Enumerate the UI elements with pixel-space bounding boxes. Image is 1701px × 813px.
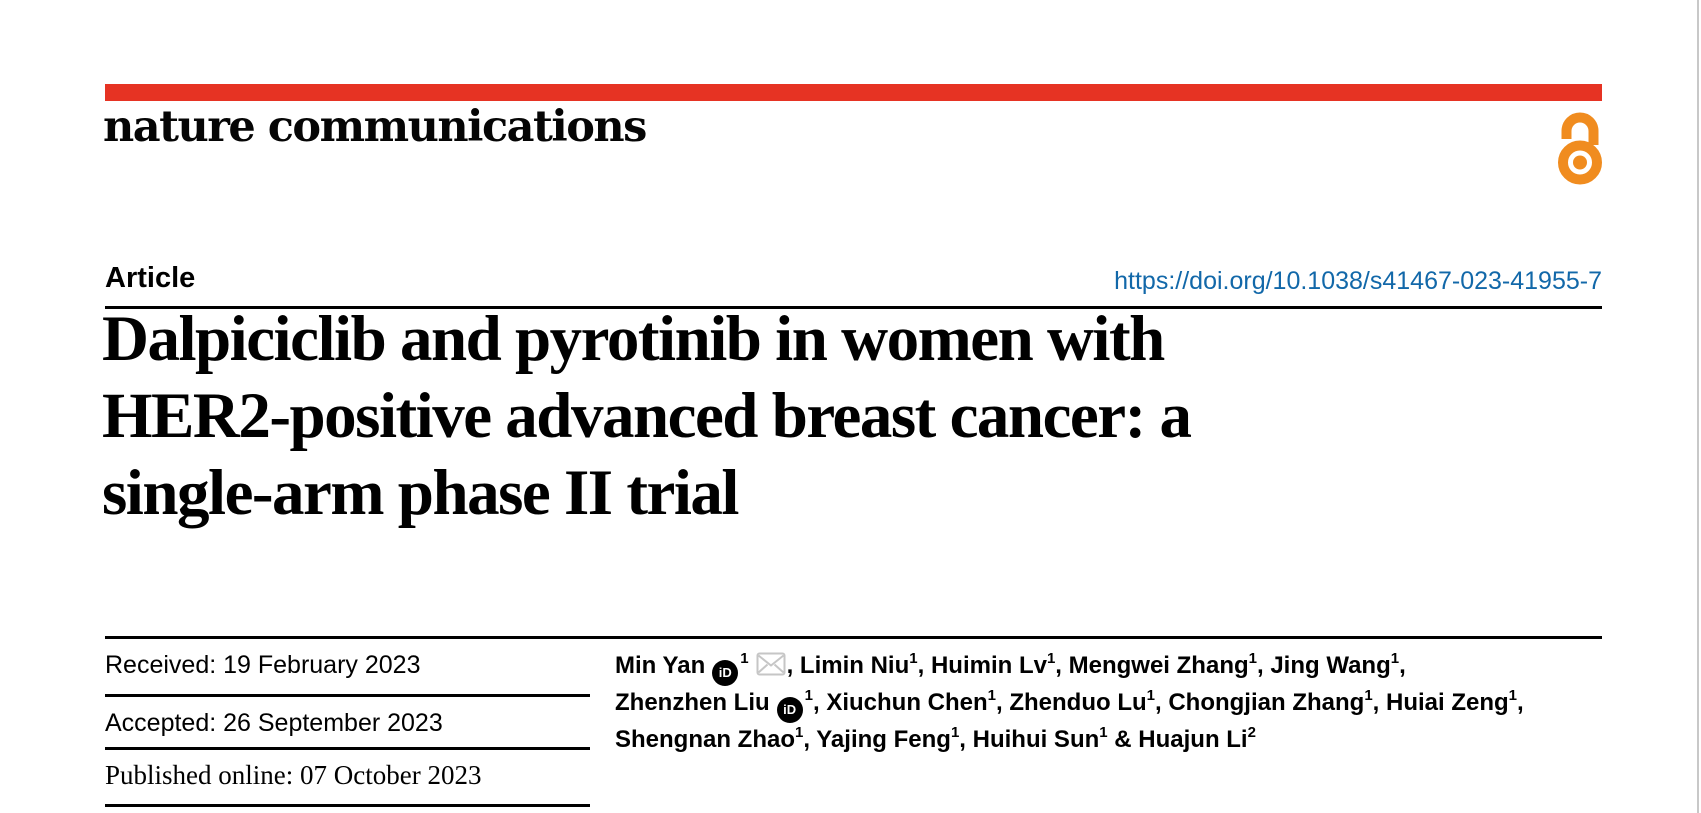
- author-name-text: , Jing Wang: [1256, 652, 1391, 679]
- journal-logo: nature communications: [103, 102, 647, 152]
- header-divider: [105, 306, 1602, 309]
- open-access-icon: [1556, 111, 1604, 185]
- brand-accent-bar: [105, 84, 1602, 101]
- author-name-text: , Xiuchun Chen: [813, 689, 988, 716]
- affiliation-superscript: 1: [1248, 650, 1257, 667]
- paper-title-line: HER2-positive advanced breast cancer: a: [102, 380, 1192, 452]
- affiliation-superscript: 1: [987, 687, 997, 704]
- orcid-icon[interactable]: iD: [712, 659, 739, 686]
- author-name-text: Shengnan Zhao: [615, 726, 795, 753]
- author-name-text: , Chongjian Zhang: [1155, 689, 1365, 716]
- affiliation-superscript: 1: [950, 724, 960, 741]
- author-name-text: , Zhenduo Lu: [996, 689, 1147, 716]
- published-date: Published online: 07 October 2023: [105, 760, 482, 790]
- paper-title-line: Dalpiciclib and pyrotinib in women with: [102, 303, 1165, 375]
- author-line: Min Yan iD1, Limin Niu1, Huimin Lv1, Meng…: [615, 647, 1535, 686]
- history-divider: [105, 747, 590, 750]
- affiliation-superscript: 1: [1046, 650, 1056, 667]
- affiliation-superscript: 1: [909, 650, 918, 667]
- affiliation-superscript: 1: [1390, 650, 1400, 667]
- paper-title: Dalpiciclib and pyrotinib in women with …: [102, 301, 1522, 532]
- affiliation-superscript: 1: [1099, 724, 1108, 741]
- affiliation-superscript: 2: [1247, 724, 1256, 741]
- author-name-text: , Mengwei Zhang: [1055, 652, 1249, 679]
- affiliation-superscript: 1: [1146, 687, 1155, 704]
- history-divider: [105, 804, 590, 807]
- email-icon[interactable]: [756, 652, 786, 676]
- doi-link[interactable]: https://doi.org/10.1038/s41467-023-41955…: [1114, 267, 1602, 295]
- received-date: Received: 19 February 2023: [105, 651, 421, 679]
- author-name-text: , Yajing Feng: [803, 726, 951, 753]
- history-top-divider: [105, 636, 1602, 639]
- accepted-date: Accepted: 26 September 2023: [105, 709, 443, 737]
- author-name-text: ,: [1517, 689, 1524, 716]
- author-name-text: & Huajun Li: [1107, 726, 1248, 753]
- orcid-icon[interactable]: iD: [776, 696, 803, 723]
- affiliation-superscript: 1: [804, 687, 813, 704]
- affiliation-superscript: 1: [795, 724, 804, 741]
- author-list: Min Yan iD1, Limin Niu1, Huimin Lv1, Meng…: [615, 647, 1535, 758]
- author-name-text: , Huimin Lv: [917, 652, 1047, 679]
- author-name-text: ,: [1399, 652, 1406, 679]
- author-name-text: , Limin Niu: [786, 652, 910, 679]
- author-line: Shengnan Zhao1, Yajing Feng1, Huihui Sun…: [615, 721, 1535, 758]
- article-type-label: Article: [105, 262, 196, 294]
- author-name-text: Zhenzhen Liu: [615, 689, 770, 716]
- author-name-text: , Huiai Zeng: [1372, 689, 1509, 716]
- affiliation-superscript: 1: [1364, 687, 1373, 704]
- affiliation-superscript: 1: [740, 650, 749, 667]
- affiliation-superscript: 1: [1508, 687, 1518, 704]
- page-right-edge: [1697, 0, 1699, 813]
- author-name-text: , Huihui Sun: [959, 726, 1100, 753]
- history-divider: [105, 694, 590, 697]
- paper-title-line: single-arm phase II trial: [102, 457, 739, 529]
- author-line: Zhenzhen Liu iD1, Xiuchun Chen1, Zhenduo …: [615, 684, 1535, 723]
- author-name-text: Min Yan: [615, 652, 706, 679]
